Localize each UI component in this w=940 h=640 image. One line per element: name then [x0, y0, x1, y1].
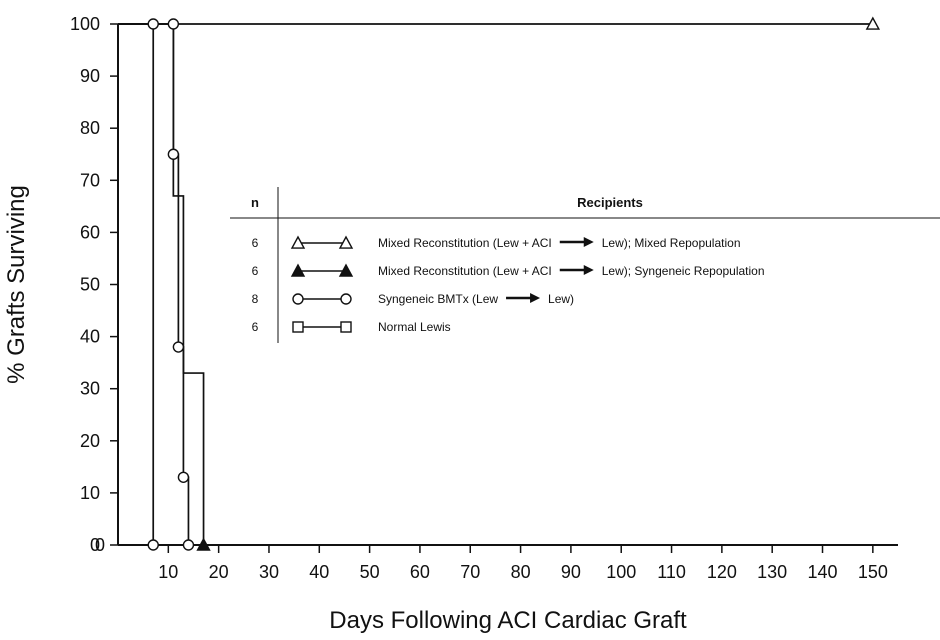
y-tick-label: 20 [80, 431, 100, 451]
legend-row-2-n: 8 [252, 292, 259, 306]
legend-row-2-label-end: Lew) [548, 292, 574, 306]
legend-row-3-n: 6 [252, 320, 259, 334]
x-tick-label: 40 [309, 562, 329, 582]
y-tick-label: 60 [80, 222, 100, 242]
data-point-open-circle-8 [147, 539, 159, 551]
x-tick-label: 20 [209, 562, 229, 582]
legend-row-0-arrow-head [583, 237, 594, 247]
legend-header-recipients: Recipients [577, 195, 643, 210]
x-origin-label: 0 [95, 535, 105, 555]
y-tick-label: 40 [80, 327, 100, 347]
legend-row-3-marker-left [292, 321, 304, 333]
y-tick-label: 50 [80, 275, 100, 295]
data-point-open-circle-3 [167, 18, 180, 30]
x-tick-label: 130 [757, 562, 787, 582]
x-tick-label: 120 [707, 562, 737, 582]
x-tick-label: 150 [858, 562, 888, 582]
x-tick-label: 30 [259, 562, 279, 582]
legend-row-1-n: 6 [252, 264, 259, 278]
legend-row-1-marker-left [290, 263, 306, 277]
data-point-open-circle-7 [182, 539, 195, 551]
x-tick-label: 100 [606, 562, 636, 582]
y-axis-title: % Grafts Surviving [3, 185, 30, 384]
y-tick-label: 80 [80, 118, 100, 138]
legend-row-3-label-start: Normal Lewis [378, 320, 451, 334]
y-tick-label: 0 [90, 535, 100, 555]
legend-row-1-arrow-head [583, 265, 594, 275]
x-tick-label: 80 [511, 562, 531, 582]
x-axis-title: Days Following ACI Cardiac Graft [329, 607, 687, 634]
data-point-open-circle-4 [167, 148, 180, 160]
legend-row-2-label-start: Syngeneic BMTx (Lew [378, 292, 498, 306]
legend-row-1-label-end: Lew); Syngeneic Repopulation [602, 264, 765, 278]
x-tick-label: 50 [360, 562, 380, 582]
y-tick-label: 70 [80, 170, 100, 190]
x-tick-label: 60 [410, 562, 430, 582]
legend-row-1-marker-right [338, 263, 354, 277]
data-point-filled-triangle-1 [196, 537, 211, 551]
data-point-open-circle-5 [172, 341, 185, 353]
legend-row-0-marker-left [290, 235, 306, 249]
legend-header-n: n [251, 195, 259, 210]
y-tick-label: 30 [80, 379, 100, 399]
x-tick-label: 10 [158, 562, 178, 582]
data-point-open-triangle-0 [865, 16, 881, 30]
legend-row-2-marker-left [292, 293, 304, 305]
x-tick-label: 90 [561, 562, 581, 582]
data-point-open-circle-6 [177, 471, 190, 483]
legend-row-2-marker-right [340, 293, 352, 305]
y-tick-label: 90 [80, 66, 100, 86]
x-tick-label: 140 [807, 562, 837, 582]
legend-row-1-label-start: Mixed Reconstitution (Lew + ACI [378, 264, 552, 278]
legend-row-0-marker-right [338, 235, 354, 249]
x-tick-label: 70 [460, 562, 480, 582]
x-tick-label: 110 [657, 562, 686, 582]
y-tick-label: 100 [70, 14, 100, 34]
legend-row-0-n: 6 [252, 236, 259, 250]
data-point-open-circle-2 [147, 18, 159, 30]
y-tick-label: 10 [80, 483, 100, 503]
legend-row-0-label-start: Mixed Reconstitution (Lew + ACI [378, 236, 552, 250]
legend-row-2-arrow-head [530, 293, 541, 303]
legend-row-3-marker-right [340, 321, 352, 333]
legend-row-0-label-end: Lew); Mixed Repopulation [602, 236, 741, 250]
